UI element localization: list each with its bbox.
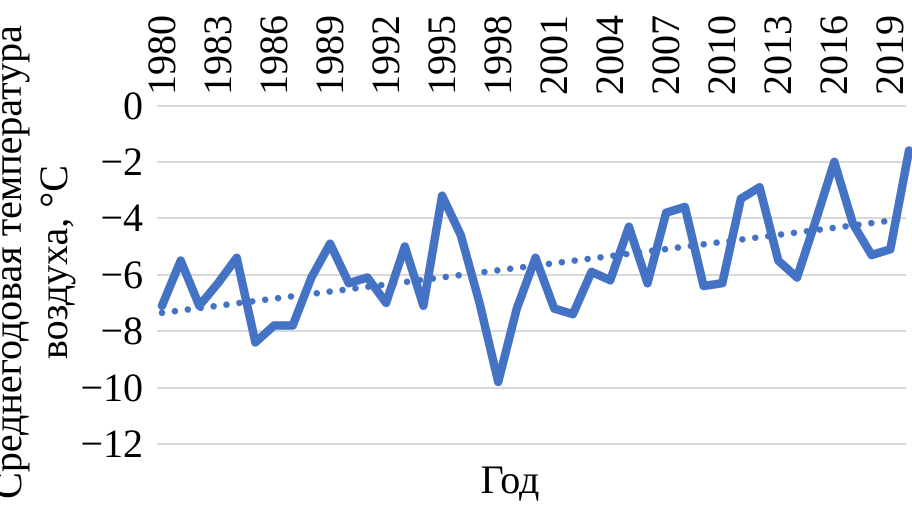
y-tick-label: 0 — [123, 82, 143, 128]
y-tick-label: −12 — [80, 420, 143, 466]
gridline — [157, 160, 906, 163]
gridline — [157, 330, 906, 333]
temperature-line — [157, 146, 912, 387]
gridline — [157, 104, 906, 107]
y-tick-label: −4 — [100, 195, 143, 241]
x-axis-title: Год — [480, 457, 540, 502]
y-tick-label: −6 — [100, 251, 143, 297]
y-tick-label: −10 — [80, 364, 143, 410]
gridline — [157, 386, 906, 389]
gridline — [157, 217, 906, 220]
gridline — [157, 442, 906, 445]
y-tick-label: −8 — [100, 308, 143, 354]
y-tick-label: −2 — [100, 138, 143, 184]
